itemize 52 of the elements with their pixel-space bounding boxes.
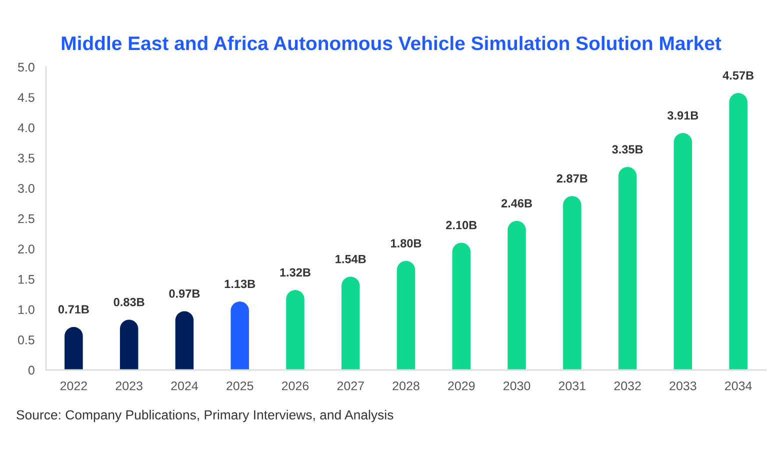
bar bbox=[508, 220, 526, 370]
y-tick-label: 4.0 bbox=[18, 123, 34, 132]
x-tick-label: 2030 bbox=[503, 381, 530, 390]
y-tick-label: 3.0 bbox=[18, 184, 34, 193]
x-tick-label: 2026 bbox=[282, 381, 309, 390]
x-tick-label: 2028 bbox=[392, 381, 420, 390]
data-label: 1.80B bbox=[390, 239, 422, 248]
data-label: 3.91B bbox=[667, 111, 698, 120]
data-label: 2.87B bbox=[556, 174, 588, 183]
x-tick-label: 2027 bbox=[337, 381, 364, 390]
y-tick-label: 2.0 bbox=[18, 244, 34, 254]
y-tick-label: 2.5 bbox=[18, 214, 34, 224]
data-label: 3.35B bbox=[612, 145, 643, 154]
bar bbox=[674, 133, 692, 370]
data-label: 1.54B bbox=[336, 254, 366, 264]
data-label: 1.13B bbox=[224, 280, 256, 288]
bar bbox=[341, 276, 360, 370]
x-tick-label: 2032 bbox=[614, 381, 641, 390]
data-label: 0.97B bbox=[169, 289, 200, 298]
y-tick-label: 1.0 bbox=[18, 305, 34, 314]
y-tick-label: 0.5 bbox=[18, 336, 34, 344]
y-tick-label: 3.5 bbox=[18, 154, 34, 163]
bar bbox=[452, 242, 471, 370]
x-tick-label: 2031 bbox=[558, 381, 586, 390]
bar bbox=[64, 326, 83, 370]
data-label: 1.32B bbox=[280, 268, 310, 277]
x-tick-label: 2022 bbox=[60, 381, 87, 390]
bar bbox=[230, 302, 249, 370]
bar bbox=[396, 260, 416, 370]
x-tick-label: 2023 bbox=[116, 381, 142, 390]
x-tick-label: 2033 bbox=[670, 381, 696, 390]
bar bbox=[175, 311, 194, 370]
chart-title: Middle East and Africa Autonomous Vehicle Simulation Solution Market bbox=[62, 36, 722, 50]
bar bbox=[120, 320, 138, 370]
bar bbox=[729, 93, 748, 370]
bar bbox=[618, 166, 637, 370]
bar bbox=[563, 196, 582, 370]
data-label: 0.83B bbox=[114, 298, 144, 306]
data-label: 0.71B bbox=[58, 305, 89, 314]
bar bbox=[286, 290, 304, 370]
source-note: Source: Company Publications, Primary Interviews, and Analysis bbox=[16, 410, 394, 422]
data-label: 2.10B bbox=[446, 220, 477, 230]
y-tick-label: 0 bbox=[28, 366, 34, 375]
x-tick-label: 2024 bbox=[171, 381, 198, 390]
data-label: 2.46B bbox=[501, 199, 532, 208]
y-tick-label: 1.5 bbox=[18, 275, 34, 284]
data-label: 4.57B bbox=[722, 71, 754, 80]
x-tick-label: 2025 bbox=[226, 381, 254, 390]
x-tick-label: 2034 bbox=[725, 381, 752, 390]
x-tick-label: 2029 bbox=[448, 381, 475, 390]
y-tick-label: 4.5 bbox=[18, 93, 34, 102]
y-tick-label: 5.0 bbox=[18, 62, 34, 72]
